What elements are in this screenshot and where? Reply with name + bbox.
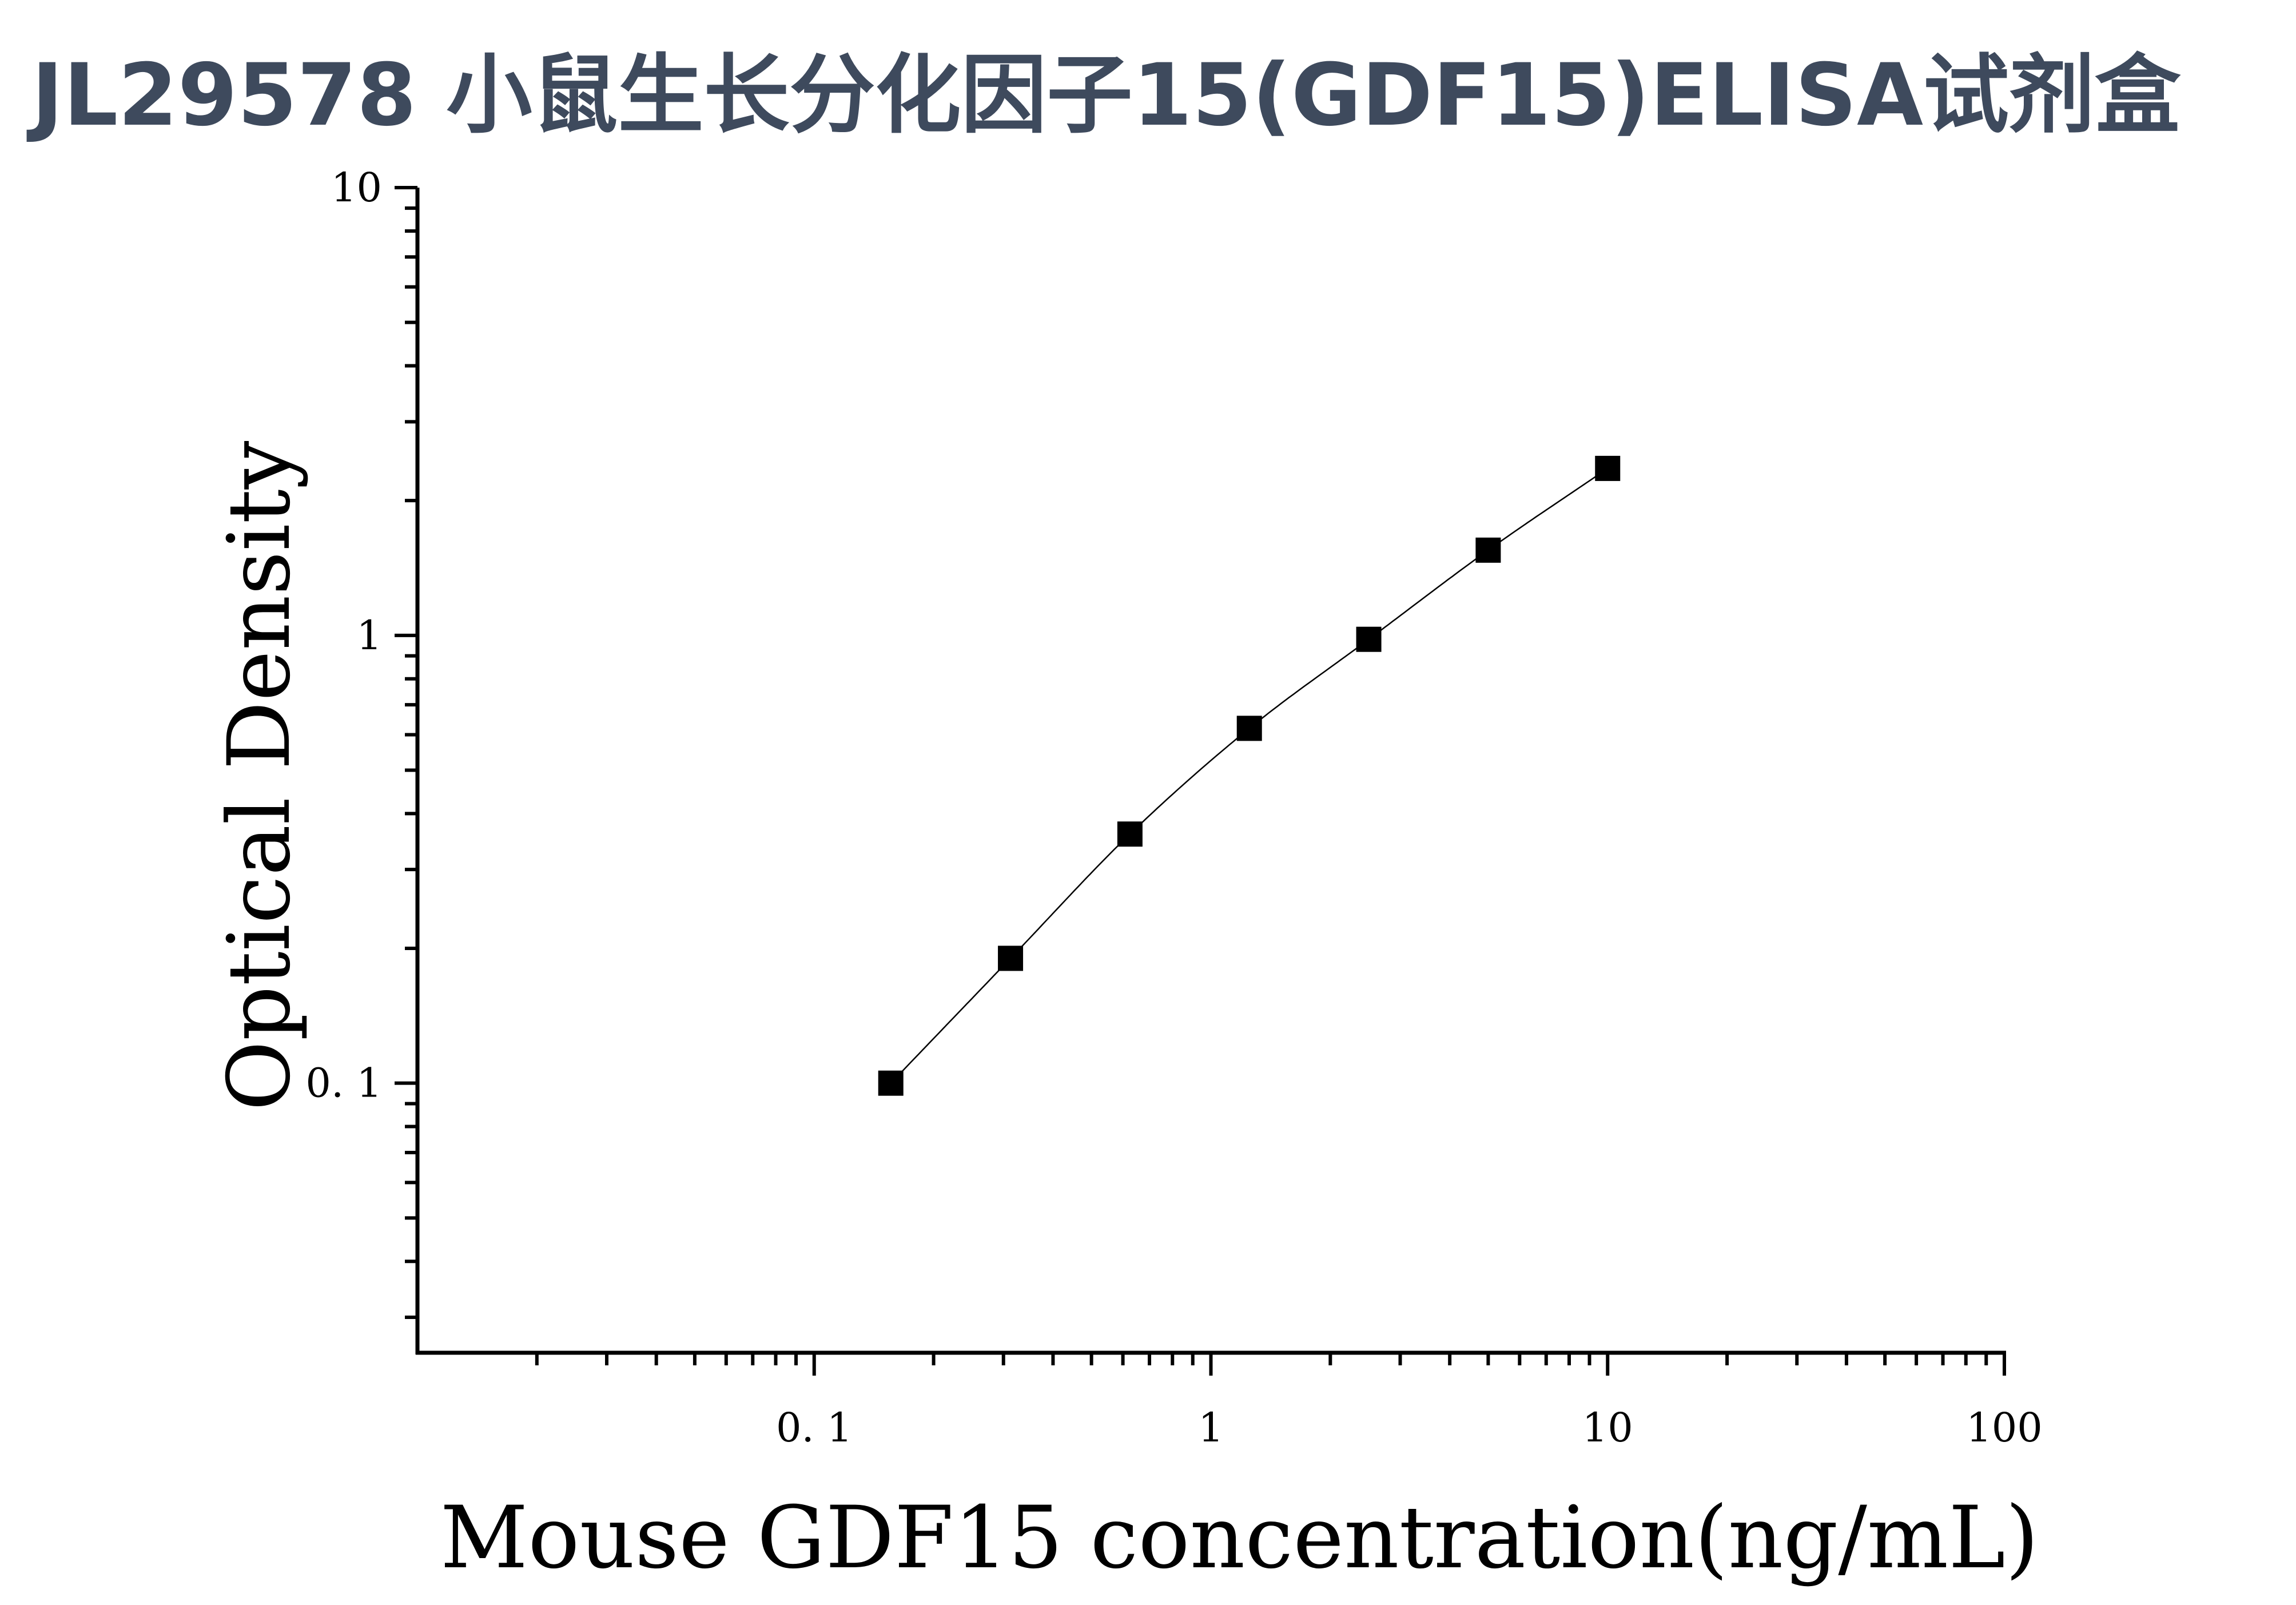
x-tick-label: 10 — [1582, 1404, 1633, 1451]
data-point — [1117, 821, 1143, 847]
x-tick-label: 0. 1 — [776, 1404, 853, 1451]
data-point — [1595, 455, 1621, 481]
y-tick-label: 1 — [356, 612, 382, 659]
axis-ticks — [395, 186, 2006, 1376]
data-point — [878, 1070, 904, 1096]
tick-labels: 0. 1 1 10 100 0. 1 1 10 — [305, 164, 2042, 1451]
page-title: JL29578 小鼠生长分化因子15(GDF15)ELISA试剂盒 — [31, 46, 2181, 145]
data-point — [1236, 716, 1262, 741]
x-tick-label: 1 — [1198, 1404, 1224, 1451]
x-axis-title: Mouse GDF15 concentration(ng/mL) — [440, 1488, 2039, 1588]
y-tick-label: 10 — [331, 164, 382, 211]
data-points — [878, 455, 1621, 1096]
x-tick-label: 100 — [1966, 1404, 2043, 1451]
axes — [415, 188, 2006, 1355]
y-axis-title: Optical Density — [210, 440, 309, 1111]
y-tick-label: 0. 1 — [305, 1060, 382, 1107]
data-point — [1475, 537, 1501, 563]
data-point — [1356, 626, 1382, 652]
data-point — [998, 945, 1024, 971]
